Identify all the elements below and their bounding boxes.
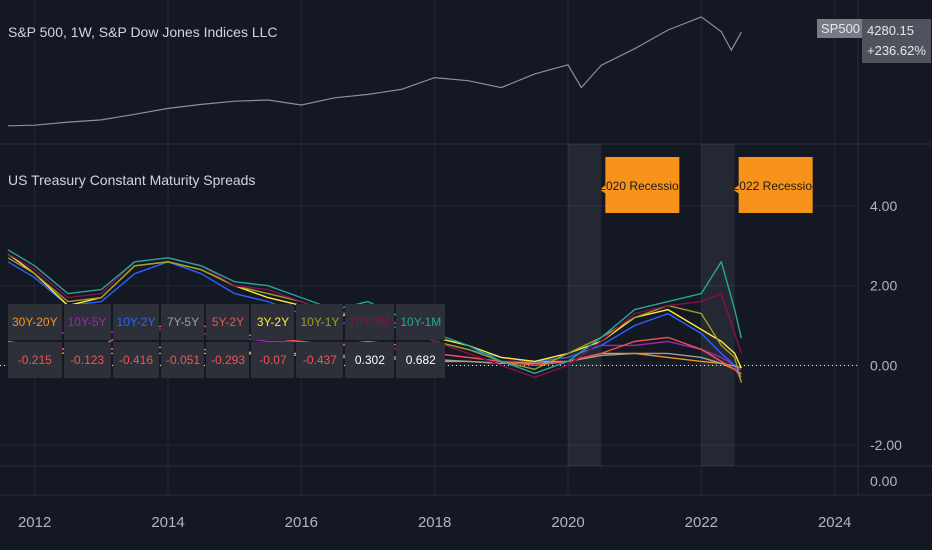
table-value: -0.051	[161, 342, 205, 378]
table-value: 0.302	[345, 342, 395, 378]
table-value: 0.682	[396, 342, 446, 378]
price-change: +236.62%	[867, 43, 926, 58]
sub-pane-tick-label: 0.00	[870, 473, 897, 489]
x-tick-label: 2016	[285, 514, 318, 531]
recession-label-box	[599, 157, 680, 213]
x-tick-label: 2024	[818, 514, 851, 531]
table-header: 10Y-1Y	[296, 304, 344, 340]
y-tick-label: 0.00	[870, 357, 897, 373]
bottom-pane-title: US Treasury Constant Maturity Spreads	[8, 172, 256, 188]
table-header: 5Y-2Y	[206, 304, 250, 340]
table-value: -0.123	[63, 342, 111, 378]
price-badge: 4280.15 +236.62%	[862, 19, 931, 63]
table-header: 10Y-3M	[345, 304, 395, 340]
sp500-line	[7, 16, 742, 127]
y-tick-label: 4.00	[870, 198, 897, 214]
table-value: -0.416	[112, 342, 160, 378]
table-value: -0.293	[206, 342, 250, 378]
price-value: 4280.15	[867, 23, 914, 38]
recession-label-box	[732, 157, 813, 213]
table-value: -0.215	[8, 342, 62, 378]
x-tick-label: 2014	[151, 514, 184, 531]
x-tick-label: 2020	[551, 514, 584, 531]
recession-label: 2020 Recession	[599, 179, 685, 193]
recession-band	[568, 144, 602, 466]
table-header: 10Y-5Y	[63, 304, 111, 340]
y-tick-label: -2.00	[870, 437, 902, 453]
x-tick-label: 2018	[418, 514, 451, 531]
table-value: -0.07	[251, 342, 295, 378]
top-pane-title: S&P 500, 1W, S&P Dow Jones Indices LLC	[8, 24, 278, 40]
table-header: 10Y-2Y	[112, 304, 160, 340]
spread-table: 30Y-20Y 10Y-5Y 10Y-2Y 7Y-5Y 5Y-2Y 3Y-2Y …	[8, 304, 446, 378]
table-header: 3Y-2Y	[251, 304, 295, 340]
table-value: -0.437	[296, 342, 344, 378]
recession-band	[701, 144, 735, 466]
symbol-badge: SP500	[817, 19, 865, 38]
recession-label: 2022 Recession	[733, 179, 819, 193]
y-tick-label: 2.00	[870, 278, 897, 294]
table-header: 7Y-5Y	[161, 304, 205, 340]
table-header: 30Y-20Y	[8, 304, 62, 340]
x-tick-label: 2012	[18, 514, 51, 531]
x-tick-label: 2022	[685, 514, 718, 531]
table-header: 10Y-1M	[396, 304, 446, 340]
